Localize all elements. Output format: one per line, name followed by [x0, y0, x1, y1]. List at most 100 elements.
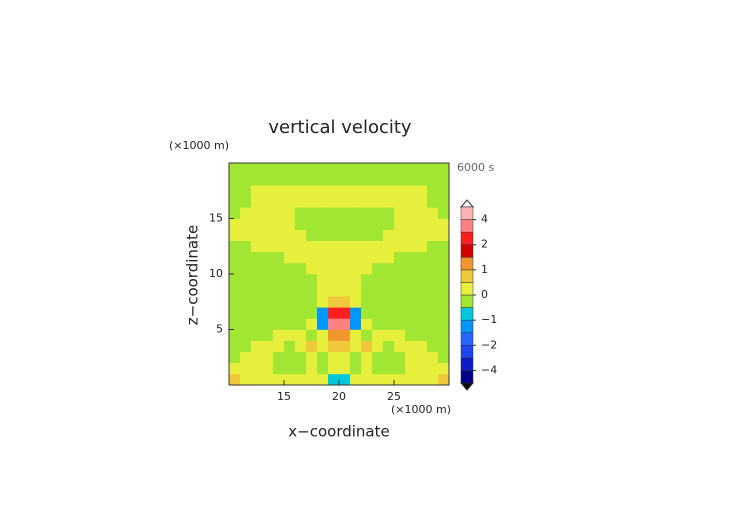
field-cell: [394, 163, 406, 175]
field-cell: [317, 218, 329, 230]
field-cell: [328, 262, 340, 275]
field-cell: [306, 329, 318, 341]
field-cell: [361, 218, 373, 230]
field-cell: [438, 329, 450, 341]
field-cell: [284, 185, 296, 197]
field-cell: [284, 373, 296, 386]
colorbar-swatch: [460, 332, 474, 346]
field-cell: [306, 296, 318, 308]
field-cell: [350, 174, 362, 186]
field-cell: [394, 240, 406, 253]
field-cell: [240, 229, 252, 241]
field-cell: [306, 218, 318, 230]
field-cell: [251, 174, 263, 186]
field-cell: [416, 207, 428, 219]
colorbar-swatch: [460, 319, 474, 333]
field-cell: [372, 229, 384, 241]
field-cell: [427, 329, 439, 341]
field-cell: [229, 318, 241, 330]
field-cell: [372, 351, 384, 364]
field-cell: [251, 240, 263, 253]
field-cell: [284, 163, 296, 175]
field-cell: [405, 218, 417, 230]
field-cell: [295, 285, 307, 297]
colorbar-tick-label: 1: [481, 263, 488, 276]
field-cell: [251, 351, 263, 364]
colorbar-swatch: [460, 269, 474, 283]
field-cell: [372, 329, 384, 341]
field-cell: [284, 229, 296, 241]
field-cell: [372, 274, 384, 286]
colorbar-swatch: [460, 206, 474, 220]
field-cell: [284, 174, 296, 186]
field-cell: [372, 318, 384, 330]
field-cell: [229, 296, 241, 308]
field-cell: [416, 362, 428, 375]
field-cell: [262, 185, 274, 197]
field-cell: [284, 274, 296, 286]
field-cell: [383, 296, 395, 308]
field-cell: [438, 362, 450, 375]
field-cell: [394, 307, 406, 319]
field-cell: [350, 240, 362, 253]
field-cell: [251, 373, 263, 386]
field-cell: [273, 207, 285, 219]
field-cell: [416, 229, 428, 241]
field-cell: [295, 296, 307, 308]
field-cell: [262, 262, 274, 275]
field-cell: [350, 351, 362, 364]
field-cell: [394, 262, 406, 275]
field-cell: [361, 274, 373, 286]
field-cell: [240, 329, 252, 341]
field-cell: [262, 163, 274, 175]
field-cell: [317, 340, 329, 352]
field-cell: [383, 251, 395, 264]
field-cell: [251, 329, 263, 341]
field-cell: [438, 285, 450, 297]
x-tick-label: 20: [332, 390, 346, 403]
field-cell: [339, 174, 351, 186]
field-cell: [240, 240, 252, 253]
field-cell: [394, 329, 406, 341]
field-cell: [317, 362, 329, 375]
field-cell: [328, 185, 340, 197]
field-cell: [317, 251, 329, 264]
field-cell: [240, 307, 252, 319]
field-cell: [339, 185, 351, 197]
field-cell: [394, 251, 406, 264]
field-cell: [438, 218, 450, 230]
field-cell: [372, 340, 384, 352]
field-cell: [306, 274, 318, 286]
field-cell: [405, 207, 417, 219]
field-cell: [416, 274, 428, 286]
field-cell: [339, 285, 351, 297]
field-cell: [383, 163, 395, 175]
field-cell: [273, 240, 285, 253]
field-cell: [438, 318, 450, 330]
field-cell: [405, 274, 417, 286]
field-cell: [306, 185, 318, 197]
field-cell: [328, 318, 340, 330]
field-cell: [350, 274, 362, 286]
y-unit-label: (×1000 m): [169, 139, 229, 152]
field-cell: [372, 218, 384, 230]
field-cell: [262, 351, 274, 364]
field-cell: [405, 340, 417, 352]
field-cell: [251, 362, 263, 375]
field-cell: [394, 351, 406, 364]
field-cell: [284, 296, 296, 308]
field-cell: [361, 373, 373, 386]
field-cell: [262, 340, 274, 352]
field-cell: [240, 318, 252, 330]
field-cell: [284, 285, 296, 297]
field-cell: [306, 362, 318, 375]
field-cell: [273, 373, 285, 386]
field-cell: [405, 185, 417, 197]
field-cell: [317, 285, 329, 297]
colorbar-top-arrow: [459, 199, 475, 208]
field-cell: [394, 196, 406, 208]
field-cell: [427, 285, 439, 297]
field-cell: [372, 174, 384, 186]
field-cell: [350, 307, 362, 319]
field-cell: [295, 274, 307, 286]
